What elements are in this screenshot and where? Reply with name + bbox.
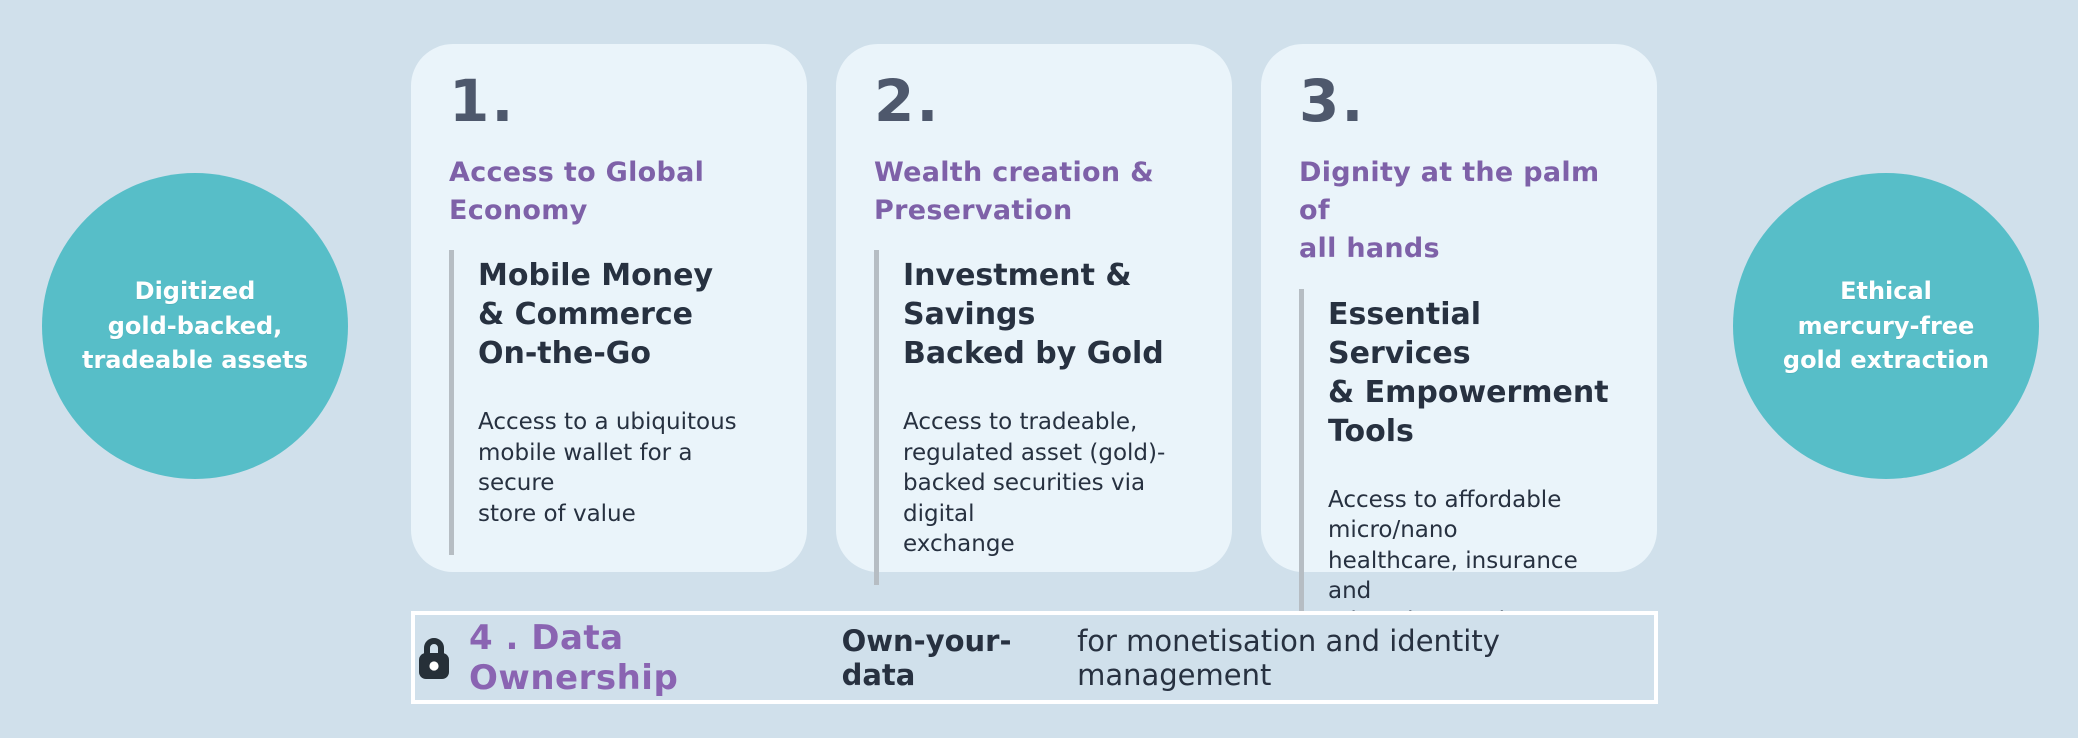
card-body: Access to tradeable, regulated asset (go… [903,409,1166,557]
card-number: 2. [874,67,941,135]
data-ownership-description: for monetisation and identity management [1077,623,1500,692]
card-access-to-global-economy: 1. Access to Global Economy Mobile Money… [411,44,807,572]
card-number: 1. [449,67,516,135]
card-heading: Wealth creation & Preservation [874,156,1154,227]
digitized-assets-circle: Digitized gold-backed, tradeable assets [42,173,348,479]
card-heading: Dignity at the palm of all hands [1299,156,1600,265]
ethical-extraction-label: Ethical mercury-free gold extraction [1782,276,1990,375]
card-wealth-creation: 2. Wealth creation & Preservation Invest… [836,44,1232,586]
data-ownership-title: 4 . Data Ownership [469,617,679,698]
digitized-assets-label: Digitized gold-backed, tradeable assets [82,276,308,375]
card-number: 3. [1299,67,1366,135]
card-subtitle: Investment & Savings Backed by Gold [903,258,1164,372]
card-content: Essential Services & Empowerment Tools A… [1299,288,1623,663]
lock-icon [415,635,453,681]
card-content: Mobile Money & Commerce On-the-Go Access… [449,250,773,555]
card-body: Access to a ubiquitous mobile wallet for… [478,409,737,527]
card-content: Investment & Savings Backed by Gold Acce… [874,250,1198,586]
card-subtitle: Mobile Money & Commerce On-the-Go [478,258,714,372]
card-dignity: 3. Dignity at the palm of all hands Esse… [1261,44,1657,663]
card-subtitle: Essential Services & Empowerment Tools [1328,296,1609,449]
own-your-data-emphasis: Own-your-data [841,623,1012,692]
ethical-extraction-circle: Ethical mercury-free gold extraction [1733,173,2039,479]
data-ownership-bar: 4 . Data Ownership Own-your-data for mon… [411,611,1658,704]
card-heading: Access to Global Economy [449,156,705,227]
benefit-cards-row: 1. Access to Global Economy Mobile Money… [411,44,1657,663]
